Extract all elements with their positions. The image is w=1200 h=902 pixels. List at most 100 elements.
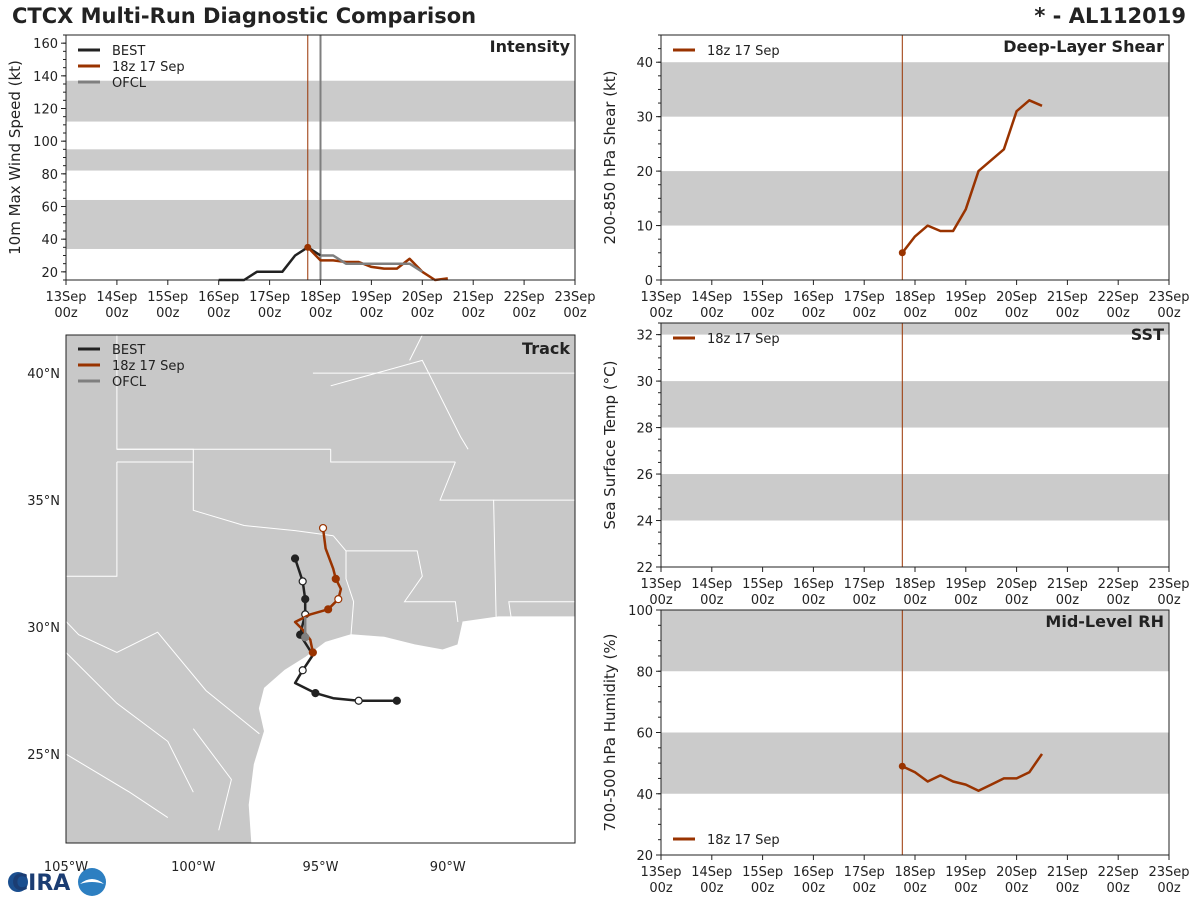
x-tick-label: 00z — [54, 306, 78, 321]
panel-title: Mid-Level RH — [1045, 612, 1164, 631]
legend-label: OFCL — [112, 375, 147, 390]
x-tick-label: 13Sep — [640, 290, 681, 305]
cira-logo: CIRA — [4, 866, 106, 898]
track-point — [331, 574, 340, 583]
x-tick-label: 00z — [309, 306, 333, 321]
page-title: CTCX Multi-Run Diagnostic Comparison — [12, 4, 477, 28]
y-tick-label: 20 — [41, 266, 58, 281]
y-tick-label: 25°N — [27, 748, 60, 763]
shade-band — [661, 381, 1169, 428]
series-line-18z-17-sep — [901, 99, 1043, 254]
legend-label: 18z 17 Sep — [707, 332, 780, 347]
x-tick-label: 00z — [802, 881, 826, 896]
x-tick-label: 15Sep — [147, 290, 188, 305]
x-tick-label: 13Sep — [45, 290, 86, 305]
track-point — [298, 666, 307, 675]
y-tick-label: 10 — [636, 220, 653, 235]
y-tick-label: 22 — [636, 561, 653, 576]
x-tick-label: 00z — [1107, 881, 1131, 896]
boundary-line — [192, 728, 232, 831]
x-tick-label: 14Sep — [691, 865, 732, 880]
x-tick-label: 00z — [1005, 593, 1029, 608]
y-tick-label: 26 — [636, 468, 653, 483]
x-tick-label: 00z — [700, 593, 724, 608]
x-tick-label: 18Sep — [894, 577, 935, 592]
x-tick-label: 00z — [954, 881, 978, 896]
track-point — [301, 595, 310, 604]
y-tick-label: 20 — [636, 165, 653, 180]
x-tick-label: 105°W — [44, 860, 88, 875]
init-point — [304, 243, 312, 251]
x-tick-label: 00z — [1005, 881, 1029, 896]
series-line-best — [218, 246, 322, 282]
x-tick-label: 00z — [207, 306, 231, 321]
y-tick-label: 60 — [41, 201, 58, 216]
x-tick-label: 16Sep — [793, 577, 834, 592]
y-tick-label: 160 — [33, 37, 58, 52]
y-tick-label: 28 — [636, 422, 653, 437]
x-tick-label: 00z — [360, 306, 384, 321]
x-tick-label: 00z — [512, 306, 536, 321]
x-tick-label: 00z — [649, 881, 673, 896]
series-line-18z-17-sep — [306, 246, 448, 282]
shade-band — [661, 171, 1169, 226]
y-tick-label: 120 — [33, 103, 58, 118]
x-tick-label: 22Sep — [1098, 577, 1139, 592]
shade-band — [661, 732, 1169, 794]
x-tick-label: 13Sep — [640, 865, 681, 880]
init-point — [898, 762, 906, 770]
boundary-line — [192, 462, 334, 537]
x-tick-label: 00z — [1157, 306, 1181, 321]
x-tick-label: 00z — [853, 881, 877, 896]
x-tick-label: 23Sep — [1148, 290, 1189, 305]
y-tick-label: 140 — [33, 70, 58, 85]
x-tick-label: 00z — [903, 593, 927, 608]
boundary-line — [25, 462, 118, 577]
y-axis-label: 700-500 hPa Humidity (%) — [601, 633, 619, 831]
x-tick-label: 00z — [751, 306, 775, 321]
init-point — [898, 249, 906, 257]
x-tick-label: 16Sep — [793, 290, 834, 305]
x-tick-label: 00z — [1005, 306, 1029, 321]
legend-label: 18z 17 Sep — [112, 60, 185, 75]
x-tick-label: 15Sep — [742, 865, 783, 880]
panel-track: 105°W 100°W 95°W 90°W 25°N 30°N 35°N 40°N Track B… — [25, 334, 576, 875]
panel-shear: 01020304013Sep00z14Sep00z15Sep00z16Sep00… — [601, 34, 1190, 321]
x-tick-label: 18Sep — [300, 290, 341, 305]
x-tick-label: 15Sep — [742, 290, 783, 305]
x-tick-label: 00z — [700, 306, 724, 321]
boundary-line — [409, 334, 423, 361]
x-tick-label: 17Sep — [844, 865, 885, 880]
x-tick-label: 00z — [1157, 881, 1181, 896]
x-tick-label: 00z — [853, 593, 877, 608]
x-tick-label: 00z — [751, 881, 775, 896]
y-tick-label: 60 — [636, 727, 653, 742]
x-tick-label: 00z — [649, 593, 673, 608]
storm-id: * - AL112019 — [1034, 4, 1186, 28]
x-tick-label: 00z — [954, 306, 978, 321]
track-point — [354, 696, 363, 705]
legend-label: BEST — [112, 44, 145, 59]
x-tick-label: 16Sep — [198, 290, 239, 305]
x-tick-label: 18Sep — [894, 290, 935, 305]
logo-text: CIRA — [12, 871, 70, 896]
x-tick-label: 22Sep — [1098, 865, 1139, 880]
x-tick-label: 00z — [700, 881, 724, 896]
boundary-line — [332, 535, 355, 635]
x-tick-label: 00z — [954, 593, 978, 608]
x-tick-label: 23Sep — [1148, 577, 1189, 592]
x-tick-label: 95°W — [303, 860, 339, 875]
x-tick-label: 00z — [649, 306, 673, 321]
x-tick-label: 23Sep — [554, 290, 595, 305]
y-tick-label: 30°N — [27, 621, 60, 636]
x-tick-label: 17Sep — [844, 577, 885, 592]
x-tick-label: 22Sep — [1098, 290, 1139, 305]
y-tick-label: 35°N — [27, 494, 60, 509]
legend-label: 18z 17 Sep — [707, 833, 780, 848]
series-line-18z-17-sep — [901, 753, 1044, 792]
x-tick-label: 00z — [903, 881, 927, 896]
y-tick-label: 80 — [636, 665, 653, 680]
x-tick-label: 20Sep — [402, 290, 443, 305]
track-point — [308, 648, 317, 657]
boundary-line — [508, 601, 575, 620]
